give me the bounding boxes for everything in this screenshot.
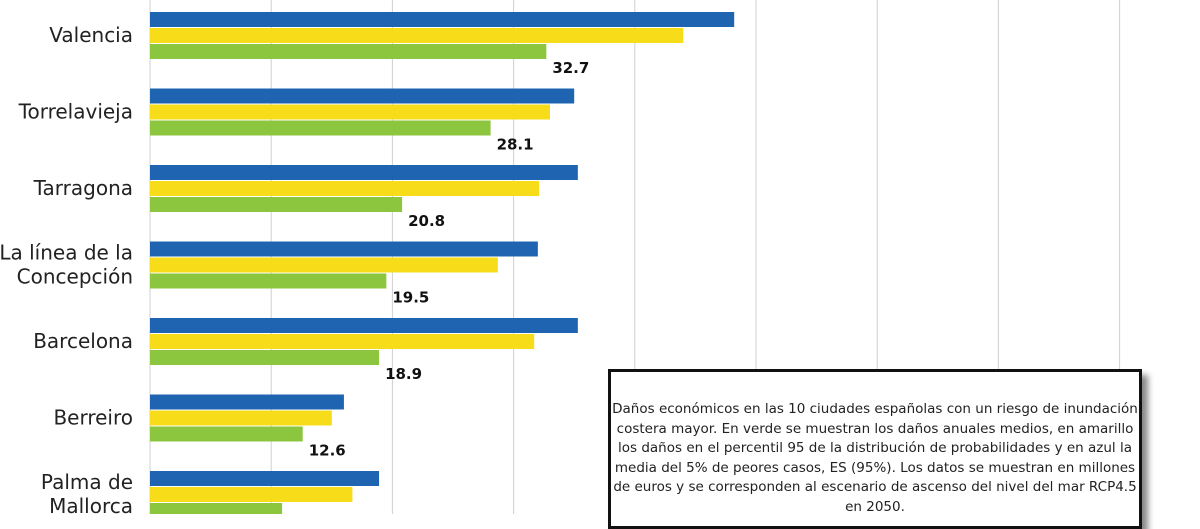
- bar: [150, 273, 387, 289]
- bar-chart: 32.7 Valencia 28.1 Torrelavieja 20.8 Tarragon…: [0, 0, 1121, 514]
- bar: [150, 165, 578, 180]
- category-label: Tarragona: [33, 176, 133, 200]
- data-label: 19.5: [392, 289, 429, 307]
- bar: [150, 426, 303, 442]
- bar: [150, 394, 344, 410]
- bar: [150, 318, 578, 333]
- bar: [150, 257, 498, 273]
- bar: [150, 487, 353, 502]
- data-label: 28.1: [497, 136, 534, 154]
- category-label: Valencia: [49, 23, 133, 47]
- data-label: 12.6: [309, 442, 346, 460]
- data-label: 32.7: [552, 59, 589, 77]
- bar: [150, 181, 540, 196]
- bar: [150, 104, 550, 120]
- category-label: Mallorca: [49, 494, 133, 514]
- bar: [150, 44, 547, 59]
- bar: [150, 120, 491, 136]
- bar: [150, 350, 380, 365]
- data-label: 20.8: [408, 212, 445, 230]
- bar: [150, 503, 283, 514]
- data-label: 18.9: [385, 365, 422, 383]
- bar: [150, 197, 403, 212]
- bar: [150, 410, 332, 426]
- bar: [150, 88, 575, 104]
- bar: [150, 471, 380, 486]
- category-label: Barcelona: [33, 329, 133, 353]
- category-label: Palma de: [41, 470, 133, 494]
- category-label: La línea de la: [0, 241, 133, 265]
- category-label: Torrelavieja: [18, 100, 133, 124]
- bar: [150, 334, 535, 349]
- category-label: Concepción: [17, 265, 133, 289]
- bar: [150, 28, 684, 43]
- bar: [150, 241, 538, 257]
- bar: [150, 12, 735, 27]
- category-label: Berreiro: [53, 406, 133, 430]
- chart-note: Daños económicos en las 10 ciudades espa…: [608, 369, 1142, 529]
